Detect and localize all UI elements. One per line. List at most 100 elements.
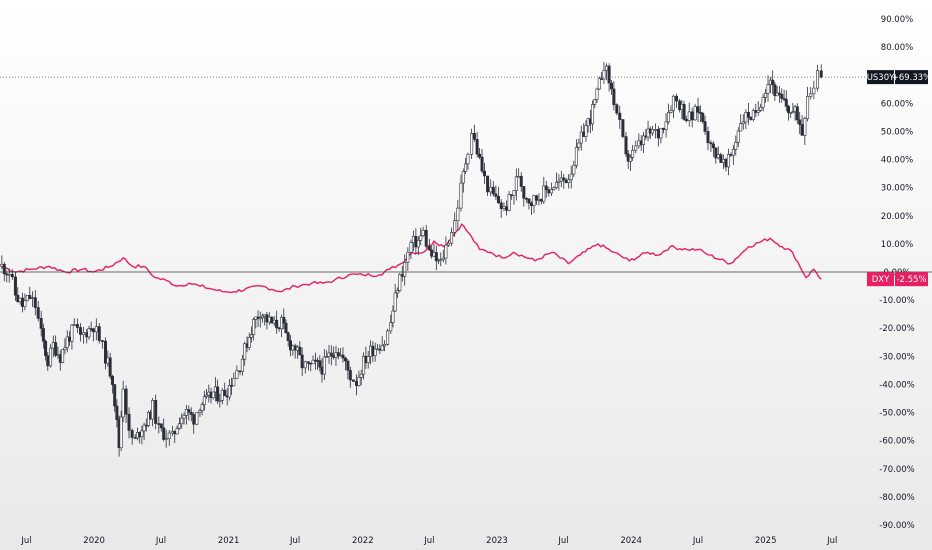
candle-body xyxy=(329,352,333,356)
candle-body xyxy=(618,112,622,120)
candle-body xyxy=(33,297,37,308)
candle-body xyxy=(491,186,495,195)
candle-body xyxy=(167,432,171,439)
candle-body xyxy=(393,292,397,312)
candle-body xyxy=(524,197,528,200)
candle-body xyxy=(306,361,310,364)
candle-body xyxy=(416,240,420,248)
candle-body xyxy=(94,326,98,333)
candle-body xyxy=(359,373,363,378)
candle-body xyxy=(341,354,345,359)
candle-body xyxy=(736,130,740,143)
candle-body xyxy=(142,424,146,432)
candle-body xyxy=(192,414,196,425)
candle-body xyxy=(5,273,9,276)
candle-body xyxy=(298,346,302,356)
candle-body xyxy=(470,133,474,155)
candle-body xyxy=(351,379,355,382)
candle-body xyxy=(366,356,370,363)
candle-body xyxy=(406,251,410,263)
candle-body xyxy=(552,187,556,190)
x-tick-label: Jul xyxy=(557,536,568,546)
candle-body xyxy=(182,415,186,419)
y-tick-label: 90.00% xyxy=(881,15,913,25)
candle-body xyxy=(23,300,27,307)
candle-body xyxy=(127,413,131,431)
candle-body xyxy=(44,340,48,357)
reference-lines xyxy=(0,76,932,273)
candle-body xyxy=(784,99,788,107)
x-tick-label: 2022 xyxy=(352,536,374,546)
candle-body xyxy=(100,340,104,342)
candle-body xyxy=(411,236,415,243)
candle-body xyxy=(464,163,468,172)
candle-body xyxy=(729,154,733,156)
candle-body xyxy=(205,394,209,398)
candle-body xyxy=(441,257,445,260)
candle-body xyxy=(751,110,755,120)
candle-body xyxy=(439,259,443,261)
candle-body xyxy=(54,342,58,356)
candle-body xyxy=(303,361,307,369)
y-tick-label: -70.00% xyxy=(879,465,914,475)
candle-body xyxy=(682,104,686,120)
candle-body xyxy=(275,319,279,329)
candle-body xyxy=(39,318,43,329)
candle-body xyxy=(605,65,609,71)
candle-body xyxy=(444,244,448,259)
candle-body xyxy=(232,378,236,387)
candle-body xyxy=(773,84,777,97)
candle-body xyxy=(28,295,32,299)
candle-body xyxy=(91,328,95,333)
y-tick-label: -90.00% xyxy=(879,521,914,531)
candle-body xyxy=(669,110,673,113)
candle-body xyxy=(671,95,675,111)
candle-body xyxy=(400,274,404,277)
candle-body xyxy=(243,343,247,360)
candle-body xyxy=(249,334,253,338)
candle-body xyxy=(325,356,329,358)
candle-body xyxy=(711,143,715,149)
candle-body xyxy=(496,196,500,204)
us30y-candles xyxy=(0,62,823,457)
candle-body xyxy=(547,189,551,194)
candle-body xyxy=(771,79,775,86)
candle-body xyxy=(595,88,599,100)
candle-body xyxy=(475,139,479,155)
candle-body xyxy=(494,193,498,197)
candle-body xyxy=(756,109,760,113)
candle-body xyxy=(819,70,823,78)
candle-body xyxy=(46,355,50,367)
candle-body xyxy=(187,409,191,413)
candle-body xyxy=(634,145,638,151)
candle-body xyxy=(754,110,758,113)
candle-body xyxy=(346,360,350,371)
candle-body xyxy=(87,328,91,338)
us30y-badge-value-bg xyxy=(895,70,928,85)
candle-body xyxy=(362,355,366,375)
candle-body xyxy=(766,84,770,94)
x-tick-label: 2025 xyxy=(755,536,777,546)
candle-body xyxy=(684,119,688,121)
candle-body xyxy=(0,263,4,267)
candle-body xyxy=(220,389,224,401)
x-tick-label: Jul xyxy=(826,536,837,546)
candle-body xyxy=(591,104,595,125)
y-tick-label: -60.00% xyxy=(879,437,914,447)
candle-body xyxy=(300,354,304,369)
dxy-badge-name: DXY xyxy=(872,275,890,285)
candle-body xyxy=(562,177,566,181)
us30y-badge: US30Y+69.33% xyxy=(867,70,932,85)
candle-body xyxy=(703,121,707,132)
candle-body xyxy=(260,315,264,319)
us30y-badge-value: +69.33% xyxy=(892,73,932,83)
x-tick-label: 2020 xyxy=(83,536,105,546)
candle-body xyxy=(607,65,611,84)
candle-body xyxy=(282,316,286,324)
candle-body xyxy=(659,127,663,139)
candle-body xyxy=(63,347,67,350)
candle-body xyxy=(391,310,395,323)
y-tick-label: 30.00% xyxy=(881,184,913,194)
candle-body xyxy=(489,186,493,193)
